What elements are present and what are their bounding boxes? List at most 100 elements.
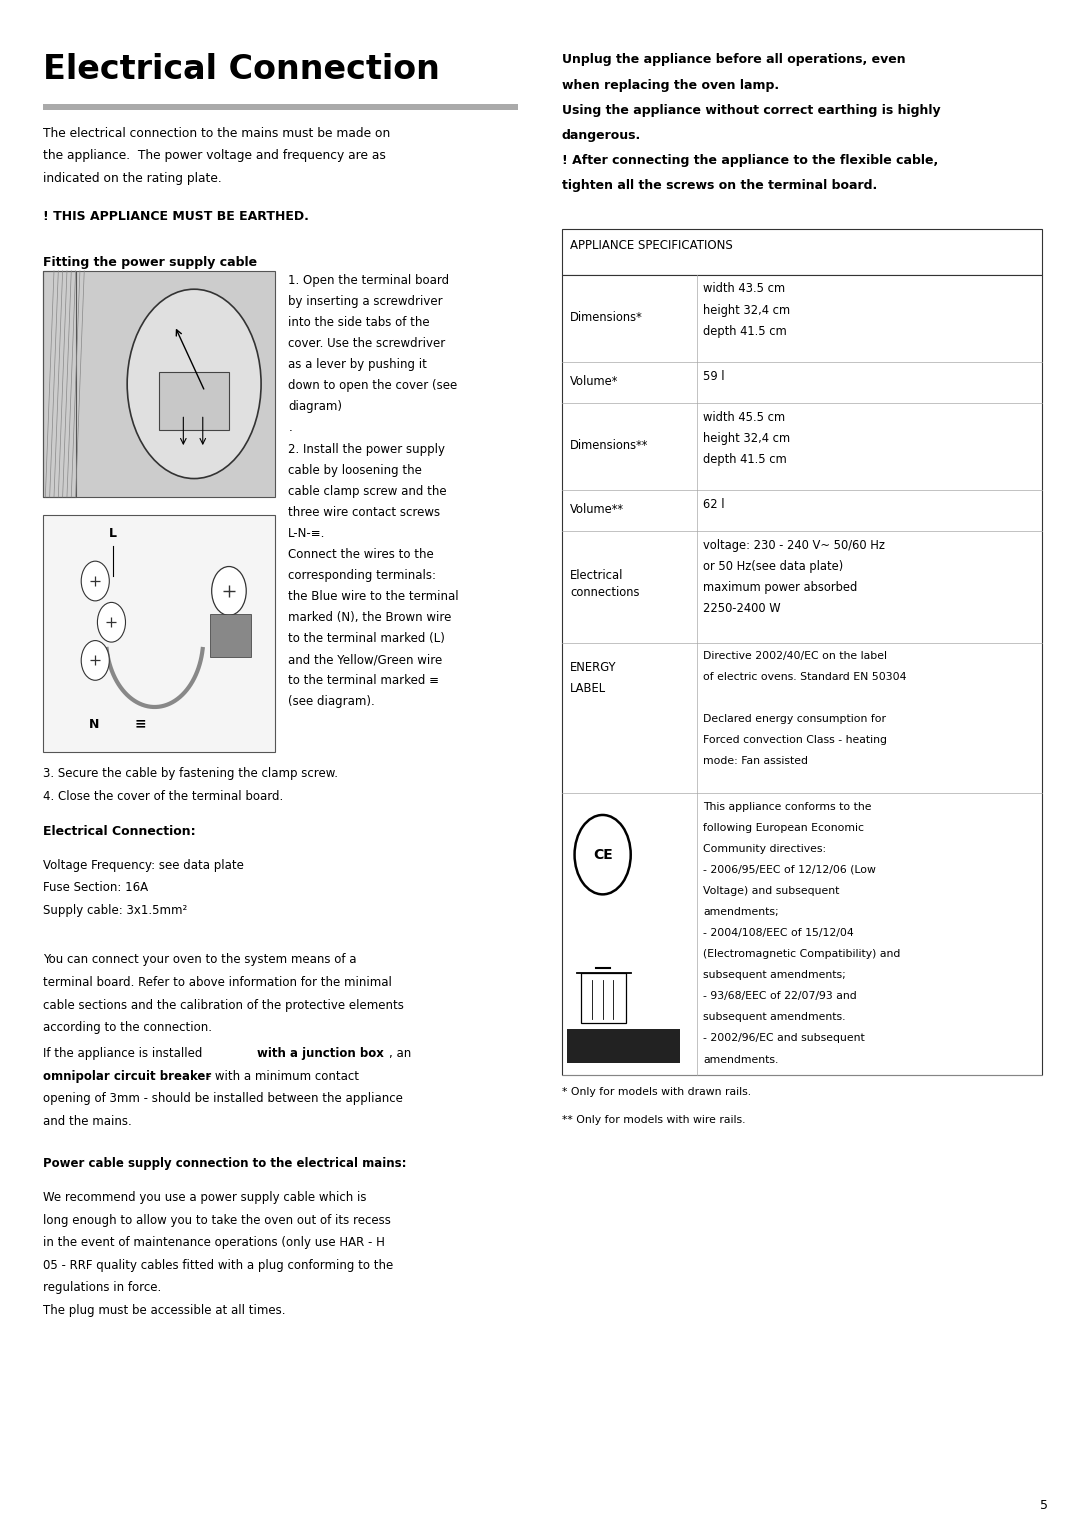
- Text: Volume*: Volume*: [570, 376, 619, 388]
- Text: CE: CE: [593, 847, 612, 861]
- Text: L-N-≡.: L-N-≡.: [288, 527, 326, 541]
- Text: down to open the cover (see: down to open the cover (see: [288, 379, 458, 392]
- Text: 3. Secure the cable by fastening the clamp screw.: 3. Secure the cable by fastening the cla…: [43, 767, 338, 780]
- Text: subsequent amendments.: subsequent amendments.: [703, 1012, 846, 1023]
- Text: into the side tabs of the: into the side tabs of the: [288, 316, 430, 330]
- Text: regulations in force.: regulations in force.: [43, 1281, 161, 1295]
- Text: Using the appliance without correct earthing is highly: Using the appliance without correct eart…: [562, 104, 941, 118]
- Text: Directive 2002/40/EC on the label: Directive 2002/40/EC on the label: [703, 651, 887, 661]
- Text: to the terminal marked (L): to the terminal marked (L): [288, 632, 445, 646]
- Text: L: L: [109, 527, 117, 541]
- Text: Connect the wires to the: Connect the wires to the: [288, 548, 434, 560]
- Text: cable by loosening the: cable by loosening the: [288, 464, 422, 476]
- Text: maximum power absorbed: maximum power absorbed: [703, 582, 858, 594]
- Text: according to the connection.: according to the connection.: [43, 1022, 212, 1034]
- Text: Supply cable: 3x1.5mm²: Supply cable: 3x1.5mm²: [43, 904, 188, 918]
- Text: 4. Close the cover of the terminal board.: 4. Close the cover of the terminal board…: [43, 789, 283, 803]
- Text: Fuse Section: 16A: Fuse Section: 16A: [43, 881, 148, 895]
- Text: Volume**: Volume**: [570, 504, 624, 516]
- Text: omnipolar circuit breaker: omnipolar circuit breaker: [43, 1069, 212, 1083]
- Text: when replacing the oven lamp.: when replacing the oven lamp.: [562, 78, 779, 92]
- Bar: [581, 973, 626, 1023]
- Text: Dimensions*: Dimensions*: [570, 312, 643, 324]
- Text: .: .: [288, 421, 292, 435]
- Text: tighten all the screws on the terminal board.: tighten all the screws on the terminal b…: [562, 180, 877, 192]
- Text: APPLIANCE SPECIFICATIONS: APPLIANCE SPECIFICATIONS: [570, 238, 733, 252]
- Text: ≡: ≡: [135, 716, 147, 730]
- Text: Fitting the power supply cable: Fitting the power supply cable: [43, 255, 257, 269]
- Text: (see diagram).: (see diagram).: [288, 695, 375, 709]
- Text: terminal board. Refer to above information for the minimal: terminal board. Refer to above informati…: [43, 976, 392, 989]
- Text: by inserting a screwdriver: by inserting a screwdriver: [288, 295, 443, 308]
- Text: indicated on the rating plate.: indicated on the rating plate.: [43, 173, 222, 185]
- Text: 2250-2400 W: 2250-2400 W: [703, 602, 781, 615]
- Text: Community directives:: Community directives:: [703, 844, 826, 854]
- Text: 05 - RRF quality cables fitted with a plug conforming to the: 05 - RRF quality cables fitted with a pl…: [43, 1258, 393, 1272]
- Text: opening of 3mm - should be installed between the appliance: opening of 3mm - should be installed bet…: [43, 1092, 403, 1106]
- Text: LABEL: LABEL: [570, 683, 606, 695]
- Text: the appliance.  The power voltage and frequency are as: the appliance. The power voltage and fre…: [43, 150, 386, 162]
- Text: - 2004/108/EEC of 15/12/04: - 2004/108/EEC of 15/12/04: [703, 928, 854, 938]
- Text: ** Only for models with wire rails.: ** Only for models with wire rails.: [562, 1115, 745, 1125]
- Bar: [43, 270, 275, 496]
- Text: Electrical Connection: Electrical Connection: [43, 53, 440, 87]
- Bar: [567, 1029, 680, 1063]
- Text: , an: , an: [389, 1048, 411, 1060]
- Text: * Only for models with drawn rails.: * Only for models with drawn rails.: [562, 1087, 751, 1098]
- Text: subsequent amendments;: subsequent amendments;: [703, 970, 846, 980]
- Text: long enough to allow you to take the oven out of its recess: long enough to allow you to take the ove…: [43, 1214, 391, 1226]
- Text: width 45.5 cm: width 45.5 cm: [703, 411, 785, 425]
- Circle shape: [575, 815, 631, 895]
- Text: and the mains.: and the mains.: [43, 1115, 132, 1128]
- Bar: [159, 373, 229, 431]
- Text: voltage: 230 - 240 V~ 50/60 Hz: voltage: 230 - 240 V~ 50/60 Hz: [703, 539, 885, 553]
- Text: 59 l: 59 l: [703, 370, 725, 383]
- Bar: [211, 614, 252, 657]
- Text: - 93/68/EEC of 22/07/93 and: - 93/68/EEC of 22/07/93 and: [703, 991, 856, 1002]
- Text: Electrical Connection:: Electrical Connection:: [43, 825, 195, 838]
- Text: This appliance conforms to the: This appliance conforms to the: [703, 802, 872, 812]
- Text: corresponding terminals:: corresponding terminals:: [288, 570, 436, 582]
- Circle shape: [97, 603, 125, 643]
- Text: Dimensions**: Dimensions**: [570, 440, 649, 452]
- Text: The plug must be accessible at all times.: The plug must be accessible at all times…: [43, 1304, 286, 1318]
- Text: ! THIS APPLIANCE MUST BE EARTHED.: ! THIS APPLIANCE MUST BE EARTHED.: [43, 209, 309, 223]
- Text: in the event of maintenance operations (only use HAR - H: in the event of maintenance operations (…: [43, 1237, 386, 1249]
- Text: width 43.5 cm: width 43.5 cm: [703, 282, 785, 296]
- Text: (Electromagnetic Compatibility) and: (Electromagnetic Compatibility) and: [703, 950, 901, 959]
- Circle shape: [127, 289, 261, 478]
- Text: - 2002/96/EC and subsequent: - 2002/96/EC and subsequent: [703, 1034, 865, 1043]
- Text: height 32,4 cm: height 32,4 cm: [703, 432, 791, 444]
- Text: height 32,4 cm: height 32,4 cm: [703, 304, 791, 316]
- Text: ENERGY: ENERGY: [570, 661, 617, 673]
- Text: - with a minimum contact: - with a minimum contact: [203, 1069, 359, 1083]
- Text: Power cable supply connection to the electrical mains:: Power cable supply connection to the ele…: [43, 1157, 407, 1171]
- Text: and the Yellow/Green wire: and the Yellow/Green wire: [288, 654, 443, 666]
- Text: cable clamp screw and the: cable clamp screw and the: [288, 484, 447, 498]
- Text: three wire contact screws: three wire contact screws: [288, 505, 441, 519]
- Text: following European Economic: following European Economic: [703, 823, 864, 832]
- Circle shape: [81, 562, 109, 602]
- Text: cable sections and the calibration of the protective elements: cable sections and the calibration of th…: [43, 999, 404, 1012]
- Bar: [43, 270, 76, 496]
- Text: mode: Fan assisted: mode: Fan assisted: [703, 756, 808, 767]
- Circle shape: [212, 567, 246, 615]
- Text: as a lever by pushing it: as a lever by pushing it: [288, 359, 428, 371]
- Text: 2. Install the power supply: 2. Install the power supply: [288, 443, 445, 455]
- Text: amendments.: amendments.: [703, 1055, 779, 1064]
- Text: 5: 5: [1040, 1498, 1048, 1512]
- Text: depth 41.5 cm: depth 41.5 cm: [703, 325, 787, 337]
- Text: to the terminal marked ≡: to the terminal marked ≡: [288, 675, 440, 687]
- Bar: [43, 515, 275, 751]
- Text: We recommend you use a power supply cable which is: We recommend you use a power supply cabl…: [43, 1191, 367, 1205]
- Bar: [562, 275, 1042, 1075]
- Text: If the appliance is installed: If the appliance is installed: [43, 1048, 211, 1060]
- Text: Forced convection Class - heating: Forced convection Class - heating: [703, 734, 887, 745]
- Text: the Blue wire to the terminal: the Blue wire to the terminal: [288, 589, 459, 603]
- Bar: [562, 229, 1042, 275]
- Text: Declared energy consumption for: Declared energy consumption for: [703, 713, 886, 724]
- Text: depth 41.5 cm: depth 41.5 cm: [703, 454, 787, 466]
- Text: 1. Open the terminal board: 1. Open the terminal board: [288, 273, 449, 287]
- Text: You can connect your oven to the system means of a: You can connect your oven to the system …: [43, 953, 356, 967]
- Text: Voltage Frequency: see data plate: Voltage Frequency: see data plate: [43, 858, 244, 872]
